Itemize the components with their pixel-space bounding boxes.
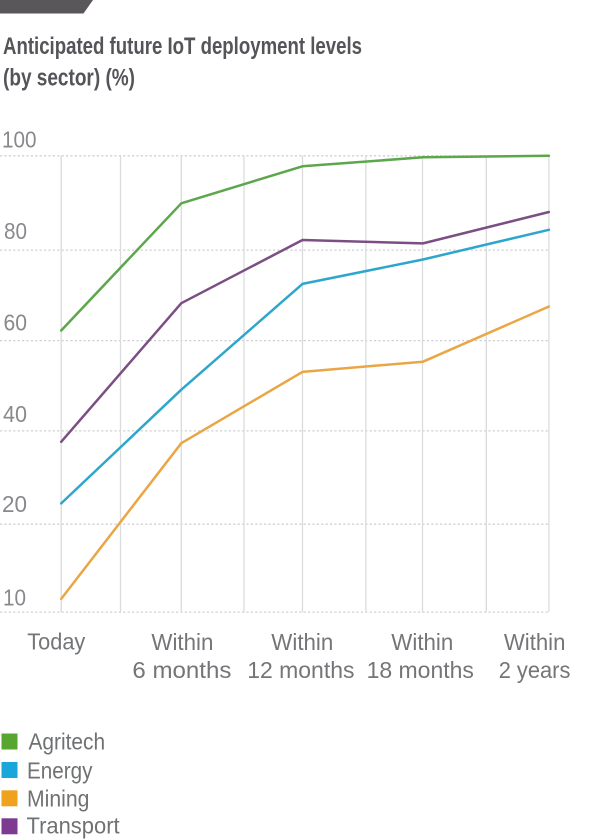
svg-text:Within: Within — [391, 629, 453, 655]
svg-text:100: 100 — [2, 126, 37, 152]
svg-text:18 months: 18 months — [367, 657, 474, 683]
svg-text:10: 10 — [3, 585, 26, 611]
svg-text:20: 20 — [2, 491, 27, 517]
svg-text:40: 40 — [3, 401, 27, 427]
svg-text:2 years: 2 years — [499, 657, 571, 683]
svg-text:Mining: Mining — [27, 785, 89, 811]
svg-text:(by sector) (%): (by sector) (%) — [3, 65, 135, 92]
svg-text:Transport: Transport — [27, 812, 121, 838]
svg-text:80: 80 — [4, 218, 27, 244]
svg-text:Today: Today — [27, 629, 85, 655]
svg-text:Energy: Energy — [27, 757, 93, 783]
svg-text:Anticipated future IoT deploym: Anticipated future IoT deployment levels — [3, 33, 362, 60]
svg-text:Within: Within — [151, 629, 213, 655]
svg-text:Agritech: Agritech — [29, 729, 106, 755]
svg-text:Within: Within — [504, 629, 566, 655]
svg-text:12 months: 12 months — [247, 657, 354, 683]
svg-text:6 months: 6 months — [132, 657, 231, 683]
svg-text:Within: Within — [271, 629, 333, 655]
svg-text:60: 60 — [4, 310, 28, 336]
